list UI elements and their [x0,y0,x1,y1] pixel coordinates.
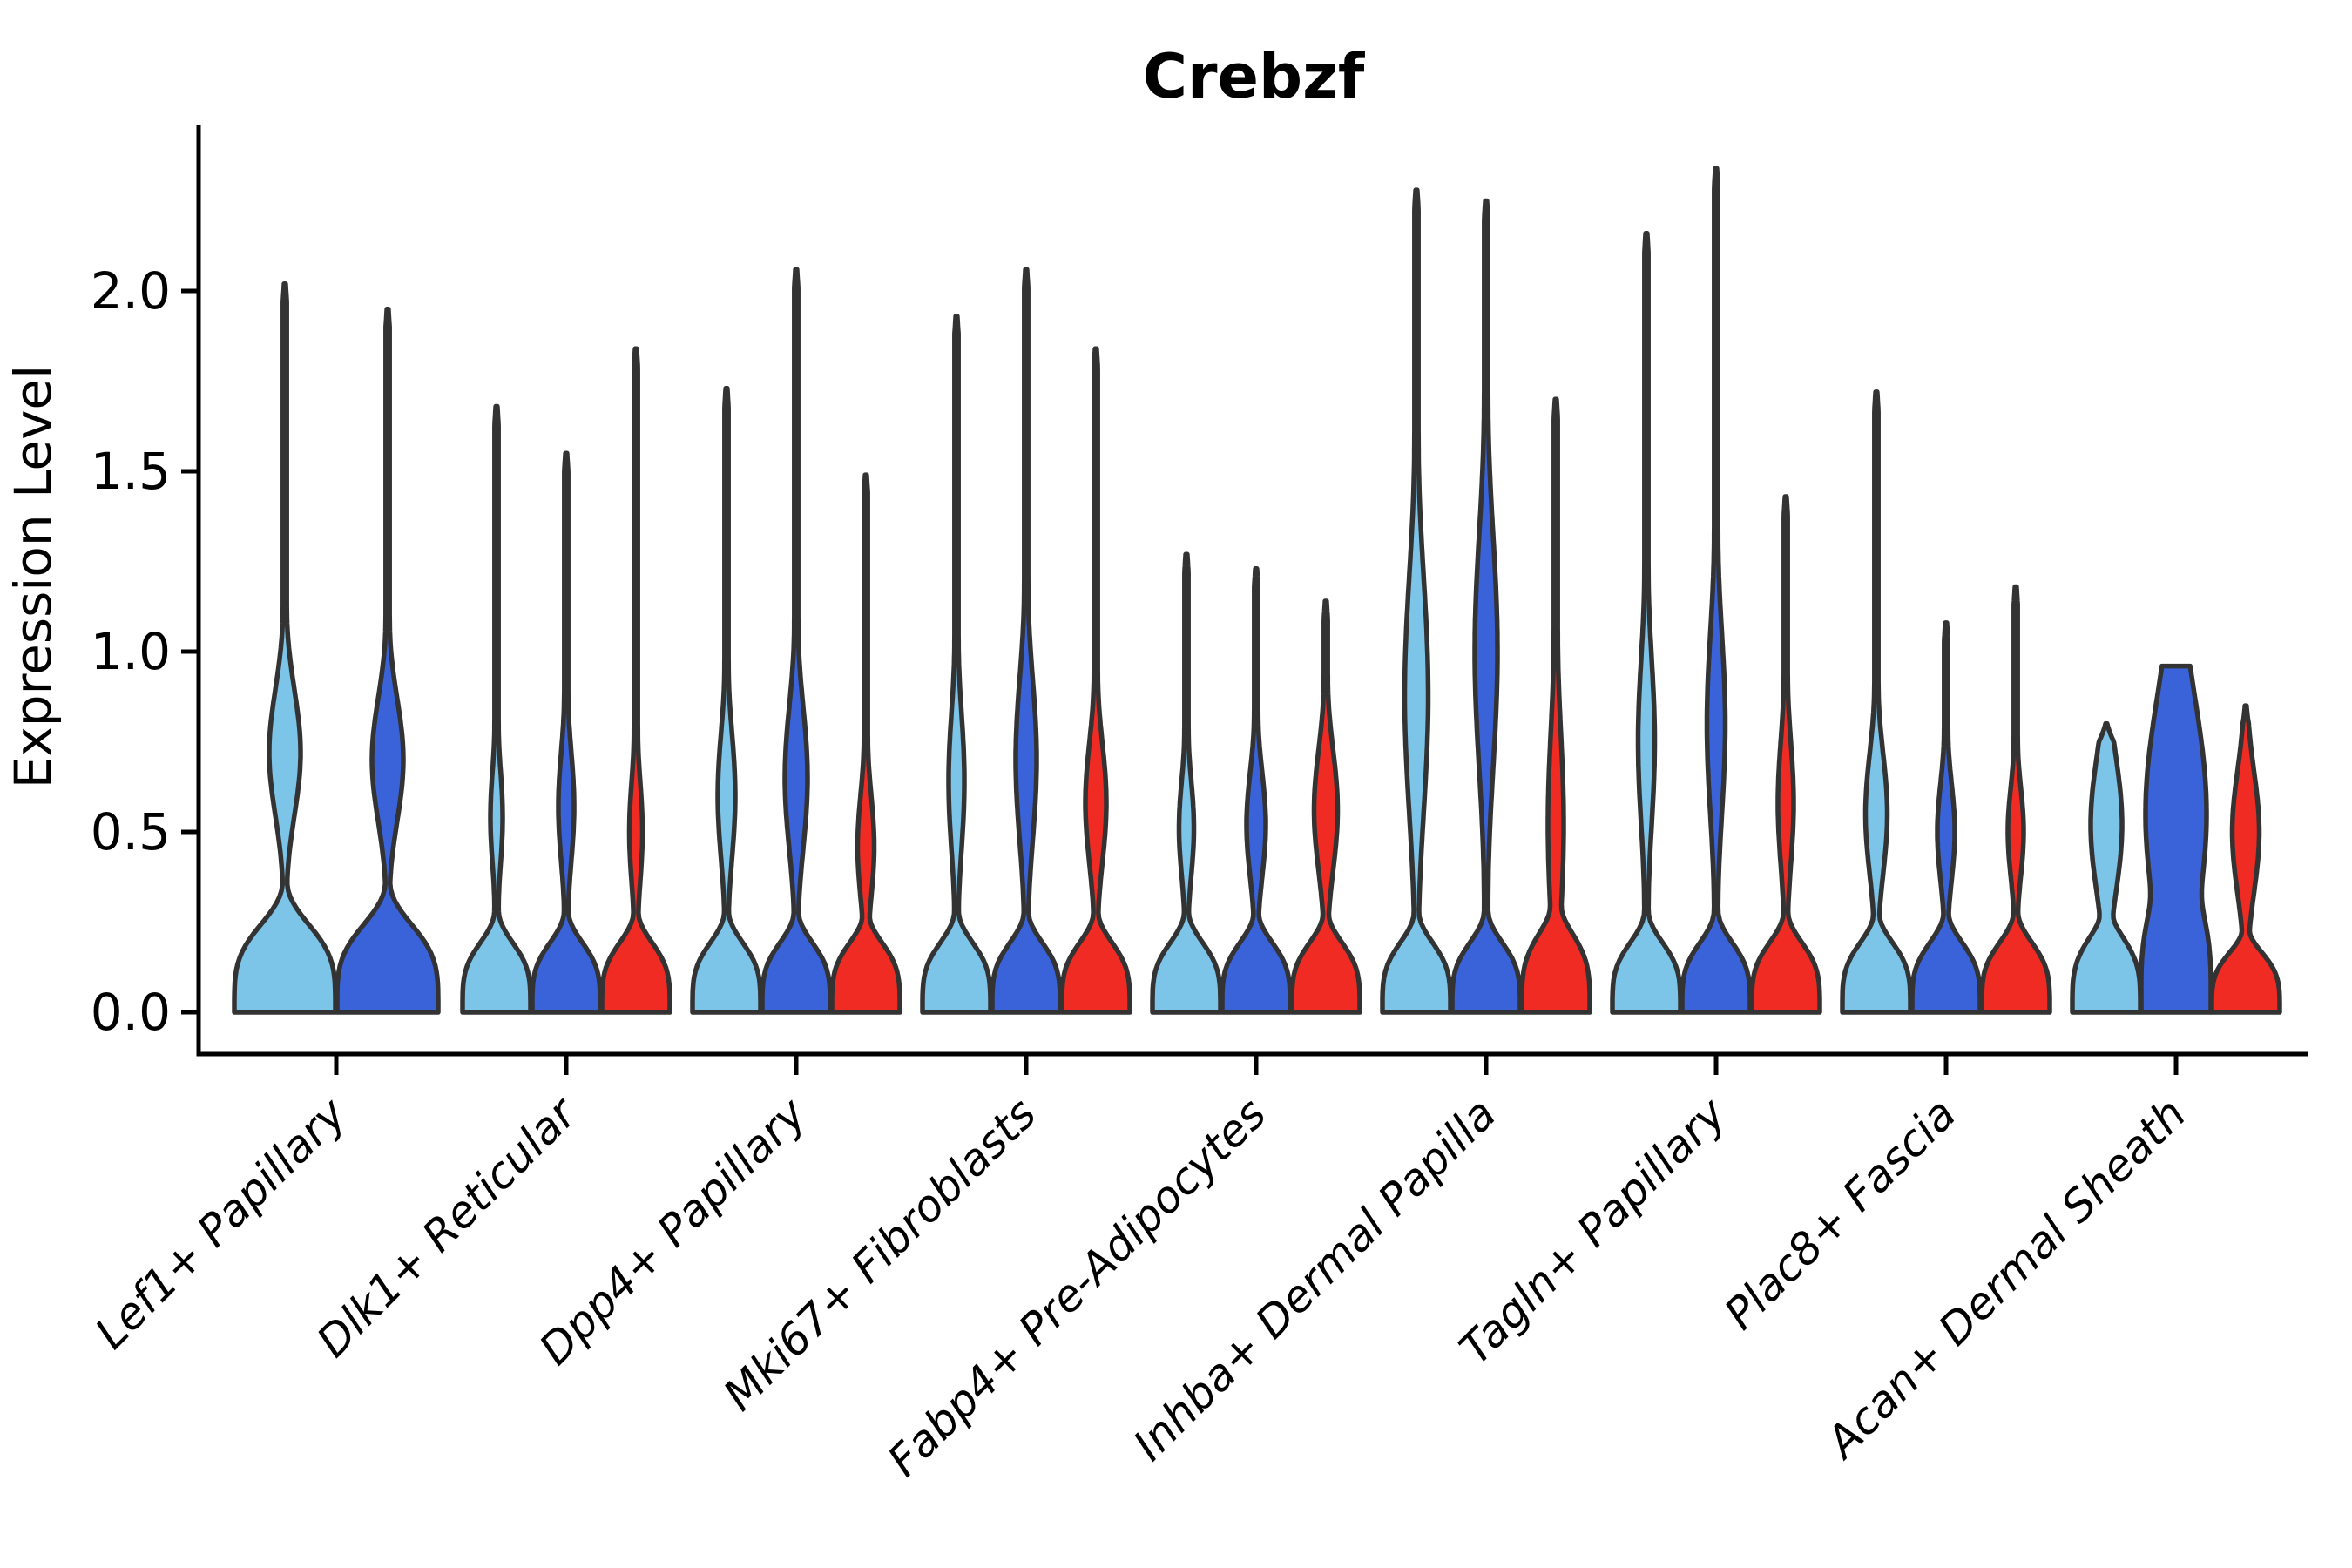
violins-layer [232,166,2282,1015]
violin-tagln-papillary-skyblue [1610,231,1683,1015]
violin-dpp4-papillary-skyblue [690,386,763,1015]
violin-acan-dermal-sheath-royalblue [2139,663,2213,1015]
y-tick-label-1.0: 1.0 [91,622,171,681]
y-tick-label-0.0: 0.0 [91,983,171,1042]
violin-lef1-papillary-skyblue [232,280,338,1015]
chart-title: Crebzf [1143,41,1366,112]
x-tick-label-plac8-fascia: Plac8+ Fascia [1715,1088,1966,1339]
violin-inhba-dermal-papilla-red [1519,396,1592,1015]
violin-mki67-fibroblasts-skyblue [920,314,993,1015]
x-tick-label-lef1-papillary: Lef1+ Papillary [85,1087,356,1358]
y-tick-label-2.0: 2.0 [91,261,171,321]
violin-mki67-fibroblasts-royalblue [990,267,1063,1015]
y-tick-label-1.5: 1.5 [91,442,171,501]
y-axis-label: Expression Level [3,365,63,788]
y-axis-ticks: 0.0 0.5 1.0 1.5 2.0 [91,261,199,1042]
violin-dpp4-papillary-royalblue [760,267,833,1015]
violin-lef1-papillary-royalblue [335,306,441,1015]
violin-inhba-dermal-papilla-skyblue [1380,187,1453,1015]
violin-fabp4-pre-adipocytes-red [1289,598,1362,1015]
violin-plac8-fascia-red [1979,584,2052,1015]
y-tick-label-0.5: 0.5 [91,802,171,862]
violin-acan-dermal-sheath-red [2209,703,2282,1015]
x-tick-label-fabp4-pre-adipocytes: Fabp4+ Pre-Adipocytes [878,1088,1276,1486]
violin-fabp4-pre-adipocytes-royalblue [1220,566,1293,1015]
violin-dlk1-reticular-skyblue [460,403,533,1015]
violin-fabp4-pre-adipocytes-skyblue [1150,551,1223,1015]
violin-tagln-papillary-red [1749,494,1822,1015]
violin-plac8-fascia-skyblue [1840,389,1913,1015]
violin-acan-dermal-sheath-skyblue [2070,721,2143,1015]
violin-dlk1-reticular-royalblue [530,450,603,1015]
violin-dlk1-reticular-red [599,346,672,1015]
violin-inhba-dermal-papilla-royalblue [1450,198,1523,1015]
violin-mki67-fibroblasts-red [1059,346,1132,1015]
violin-dpp4-papillary-red [829,472,902,1015]
violin-tagln-papillary-royalblue [1680,166,1753,1015]
x-tick-label-inhba-dermal-papilla: Inhba+ Dermal Papilla [1124,1088,1505,1470]
violin-plac8-fascia-royalblue [1909,620,1983,1015]
